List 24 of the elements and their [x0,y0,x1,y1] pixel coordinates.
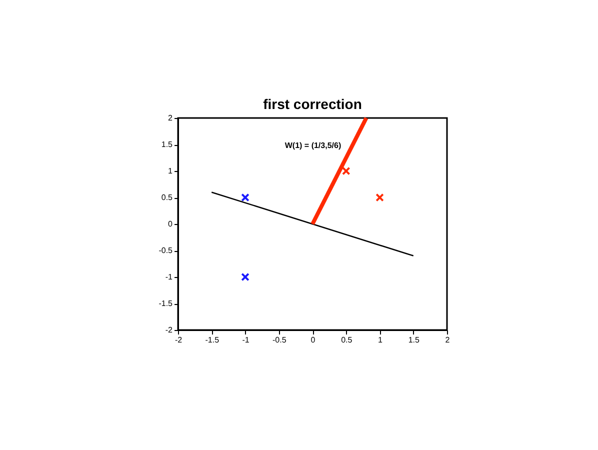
y-tick-label: 2 [168,114,174,122]
x-tick-label: -0.5 [272,336,287,344]
x-tick-label: 0.5 [341,336,353,344]
x-tick-label: -2 [174,336,183,344]
y-tick-label: 0 [168,220,174,228]
y-tick-label: -2 [165,326,174,334]
y-tick-label: 1 [168,166,174,176]
x-tick-label: 0 [310,336,316,344]
x-tick-label: -1 [242,336,250,344]
y-tick-label: -1.5 [158,299,174,308]
x-tick-label: 1 [378,336,384,344]
x-tick-label: 2 [445,336,450,344]
y-tick-label: 1.5 [161,140,174,149]
y-tick-label: 0.5 [161,193,174,202]
chart-title: first correction [263,96,362,112]
x-tick-label: -1.5 [205,336,220,344]
x-tick-label: 1.5 [408,336,420,344]
y-tick-label: -1 [165,272,174,282]
point [376,193,384,202]
y-tick-label: -0.5 [158,246,174,255]
point [241,272,250,282]
point [342,166,350,176]
annotation: W(1) = (1/3,5/6) [284,141,342,150]
point [241,193,250,202]
